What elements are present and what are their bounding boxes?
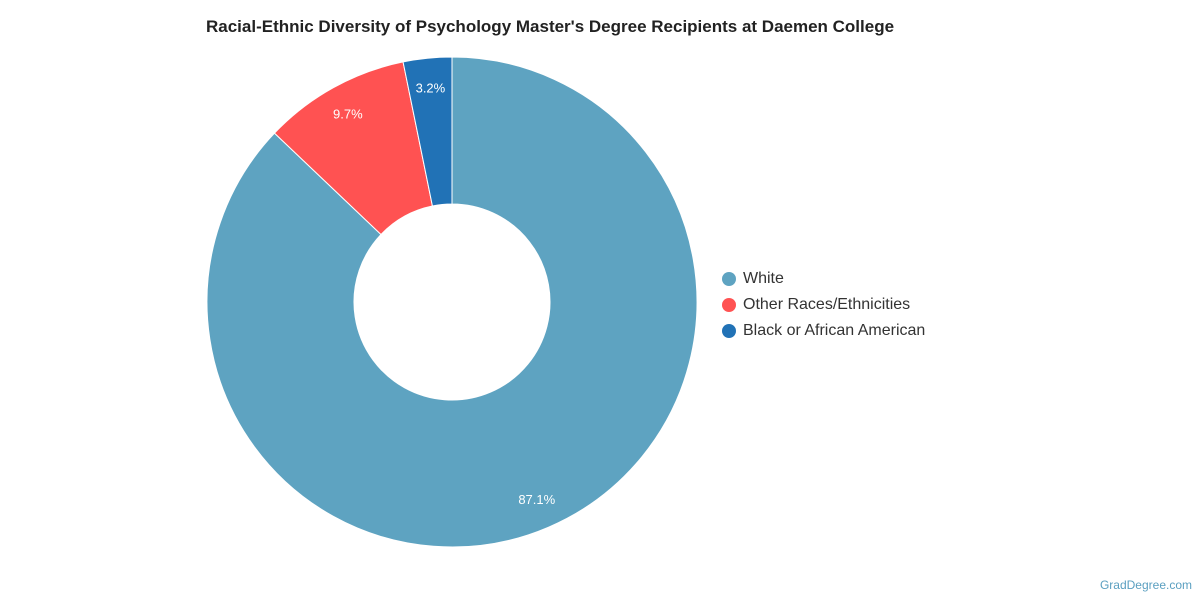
chart-title: Racial-Ethnic Diversity of Psychology Ma… (206, 17, 895, 36)
legend-swatch (722, 324, 736, 338)
chart-legend: White Other Races/Ethnicities Black or Afr… (722, 266, 925, 344)
slice-white[interactable] (206, 56, 698, 548)
slice-black-or-african-american[interactable] (402, 56, 453, 207)
legend-swatch (722, 298, 736, 312)
legend-item-white[interactable]: White (722, 266, 925, 292)
legend-item-other-races-ethnicities[interactable]: Other Races/Ethnicities (722, 292, 925, 318)
source-credit[interactable]: GradDegree.com (1099, 578, 1192, 592)
legend-label: White (743, 270, 784, 287)
legend-label: Other Races/Ethnicities (743, 296, 911, 313)
legend-swatch (722, 272, 736, 286)
slice-label-black-or-african-american: 3.2% (416, 81, 446, 96)
slice-label-white: 87.1% (518, 492, 555, 507)
legend-label: Black or African American (743, 322, 926, 339)
legend-item-black-or-african-american[interactable]: Black or African American (722, 318, 925, 344)
slice-label-other-races-ethnicities: 9.7% (333, 106, 363, 121)
